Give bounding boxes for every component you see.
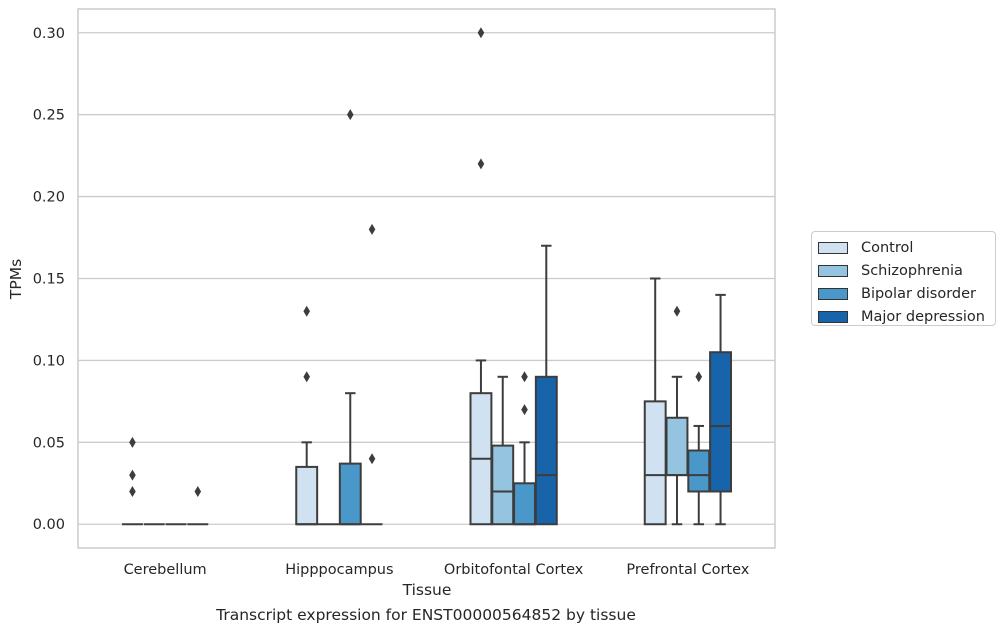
x-tick-label-3: Prefrontal Cortex bbox=[626, 562, 749, 578]
legend-label: Control bbox=[861, 239, 914, 256]
y-tick-labels: 0.00 0.05 0.10 0.15 0.20 0.25 0.30 bbox=[33, 26, 65, 533]
legend-label: Bipolar disorder bbox=[861, 285, 976, 302]
figure-caption: Transcript expression for ENST0000056485… bbox=[216, 606, 636, 624]
box-2-1 bbox=[491, 375, 515, 526]
outlier-point bbox=[346, 109, 354, 121]
box-schizophrenia bbox=[665, 416, 689, 477]
box-schizophrenia bbox=[491, 444, 515, 526]
box-3-1 bbox=[665, 305, 689, 526]
outlier-point bbox=[477, 158, 485, 170]
box-1-2 bbox=[338, 109, 362, 526]
y-tick-label-1: 0.05 bbox=[33, 435, 65, 451]
box-0-3 bbox=[187, 485, 209, 526]
box-3-3 bbox=[709, 293, 733, 526]
outlier-point bbox=[521, 371, 528, 383]
outlier-point bbox=[368, 223, 376, 235]
x-axis-label: Tissue bbox=[402, 581, 452, 599]
box-major-depression bbox=[709, 351, 733, 493]
x-tick-label-1: Hipppocampus bbox=[285, 562, 393, 578]
legend-swatch bbox=[818, 310, 848, 323]
legend-label: Major depression bbox=[861, 308, 985, 325]
box-0-0 bbox=[121, 436, 143, 526]
box-1-0 bbox=[295, 305, 319, 526]
box-2-2 bbox=[513, 371, 536, 526]
y-tick-label-0: 0.00 bbox=[33, 517, 65, 533]
outlier-point bbox=[194, 485, 202, 497]
outlier-point bbox=[129, 469, 136, 481]
y-tick-label-2: 0.10 bbox=[33, 353, 65, 369]
legend-swatch bbox=[818, 287, 848, 300]
box-1-3 bbox=[361, 223, 383, 526]
box-3-2 bbox=[687, 371, 711, 526]
legend-item: Schizophrenia bbox=[818, 259, 995, 282]
box-groups bbox=[121, 27, 733, 526]
legend-swatch bbox=[818, 241, 848, 254]
box-major-depression bbox=[534, 375, 558, 526]
y-tick-label-5: 0.25 bbox=[33, 108, 65, 124]
box-2-3 bbox=[534, 244, 558, 526]
legend-item: Control bbox=[818, 236, 995, 259]
x-tick-label-2: Orbitofontal Cortex bbox=[444, 562, 584, 578]
outlier-point bbox=[368, 453, 376, 465]
y-axis-label: TPMs bbox=[7, 259, 25, 300]
outlier-point bbox=[521, 404, 528, 416]
legend-label: Schizophrenia bbox=[861, 262, 963, 279]
y-tick-label-6: 0.30 bbox=[33, 26, 65, 42]
box-control bbox=[643, 400, 667, 526]
box-bipolar-disorder bbox=[338, 462, 362, 526]
outlier-point bbox=[129, 485, 136, 497]
x-tick-label-0: Cerebellum bbox=[124, 562, 207, 578]
outlier-point bbox=[303, 305, 311, 317]
box-bipolar-disorder bbox=[513, 482, 536, 526]
outlier-point bbox=[673, 305, 681, 317]
box-control bbox=[295, 465, 319, 526]
y-tick-label-3: 0.15 bbox=[33, 272, 65, 288]
x-tick-labels: Cerebellum Hipppocampus Orbitofontal Corte… bbox=[124, 562, 750, 578]
legend-swatch bbox=[818, 264, 848, 277]
y-tick-label-4: 0.20 bbox=[33, 190, 65, 206]
outlier-point bbox=[477, 27, 485, 39]
box-bipolar-disorder bbox=[687, 449, 711, 493]
outlier-point bbox=[129, 436, 136, 448]
legend-item: Bipolar disorder bbox=[818, 282, 995, 305]
outlier-point bbox=[303, 371, 311, 383]
legend: Control Schizophrenia Bipolar disorder Majo… bbox=[811, 231, 996, 326]
legend-item: Major depression bbox=[818, 305, 995, 328]
outlier-point bbox=[695, 371, 703, 383]
